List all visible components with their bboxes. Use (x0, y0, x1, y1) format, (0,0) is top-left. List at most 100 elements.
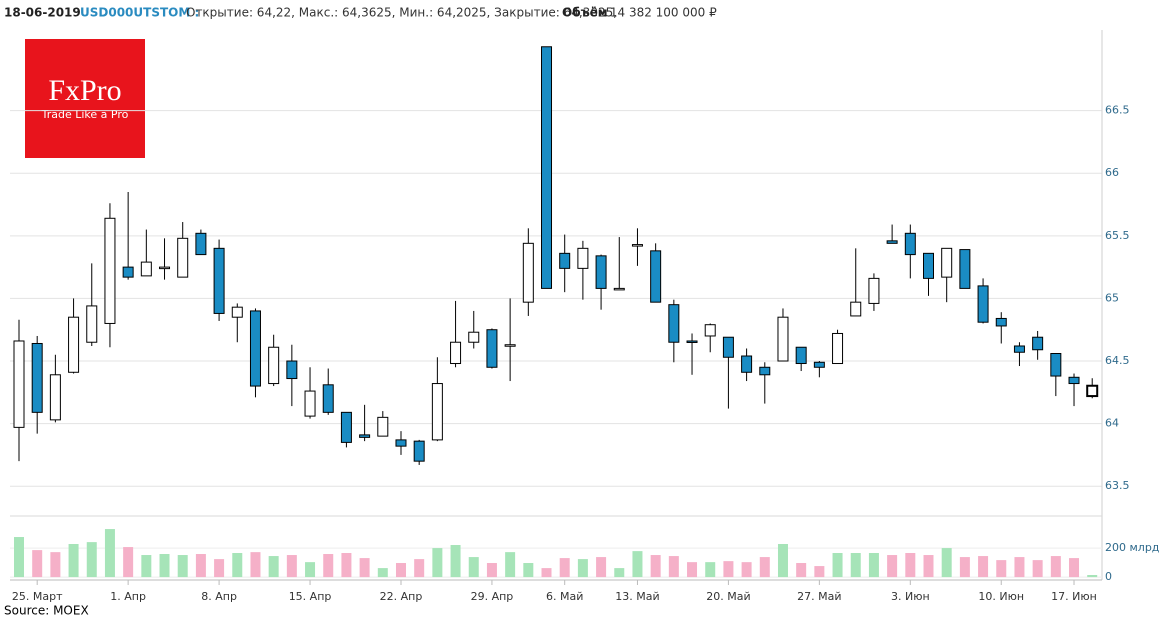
volume-bar (232, 553, 243, 578)
candle-body (686, 340, 698, 343)
candle-body (304, 390, 316, 417)
volume-bar (814, 566, 825, 578)
candle-body (1068, 376, 1080, 385)
volume-bar (32, 550, 43, 578)
volume-bar (850, 553, 861, 578)
x-tick-label: 25. Март (12, 590, 63, 603)
candle-body (559, 252, 571, 269)
candle-body (704, 324, 716, 337)
volume-bar (414, 559, 425, 578)
candle-body (486, 329, 498, 368)
volume-bar (832, 553, 843, 578)
header-volume-label: Объём (562, 6, 608, 20)
candle-body (377, 416, 389, 437)
y-tick-label: 65 (1105, 291, 1119, 304)
volume-bar (614, 568, 625, 578)
volume-bar (50, 552, 61, 578)
volume-bar (505, 552, 516, 578)
candle-body (195, 232, 207, 256)
volume-bar (286, 555, 297, 578)
volume-bar (668, 556, 679, 578)
candle-body (68, 316, 80, 373)
volume-bar (159, 554, 170, 578)
candle-body (795, 346, 807, 365)
logo-slogan: Trade Like a Pro (41, 108, 129, 121)
volume-tick-label: 200 млрд (1105, 541, 1160, 554)
candle-body (286, 360, 298, 380)
volume-bar (468, 557, 479, 578)
volume-bar (796, 563, 807, 578)
candle-body (249, 310, 261, 387)
candle-body (104, 217, 116, 324)
volume-bar (941, 548, 952, 578)
candle-body (1013, 345, 1025, 353)
volume-bar (559, 558, 570, 578)
volume-bar (141, 555, 152, 578)
candle-body (340, 411, 352, 443)
volume-bar (723, 561, 734, 578)
volume-bar (705, 562, 716, 578)
candle-body (431, 383, 443, 441)
candle-body (1086, 384, 1099, 398)
volume-bar (868, 553, 879, 578)
x-tick-label: 8. Апр (201, 590, 237, 603)
volume-bar (1087, 575, 1098, 578)
volume-bar (923, 555, 934, 578)
candle-body (359, 434, 371, 438)
candle-body (868, 277, 880, 304)
header-volume: : 14 382 100 000 ₽ (602, 6, 717, 20)
volume-bar (359, 558, 370, 578)
candle-body (759, 366, 771, 376)
candle-body (741, 355, 753, 373)
candle-body (86, 305, 98, 343)
volume-bar (177, 555, 188, 578)
volume-bar (959, 557, 970, 578)
candle-body (541, 46, 553, 289)
volume-bar (1069, 558, 1080, 578)
candle-body (995, 317, 1007, 327)
volume-bar (214, 559, 225, 578)
x-tick-label: 29. Апр (471, 590, 514, 603)
candle-body (832, 332, 844, 365)
candle-body (413, 440, 425, 462)
volume-tick-label: 0 (1105, 570, 1112, 583)
volume-bar (123, 547, 134, 578)
volume-bar (395, 563, 406, 578)
x-tick-label: 3. Июн (891, 590, 930, 603)
candle-body (140, 261, 152, 277)
candle-body (122, 266, 134, 278)
volume-bar (104, 529, 115, 578)
candle-body (650, 250, 662, 303)
volume-bar (377, 568, 388, 578)
candle-body (268, 346, 280, 385)
volume-bar (523, 563, 534, 578)
volume-bar (14, 537, 24, 578)
source: Source: MOEX (4, 604, 89, 618)
volume-bar (305, 562, 316, 578)
volume-bar (996, 560, 1007, 578)
header-quote: Открытие: 64,22, Макс.: 64,3625, Мин.: 6… (186, 6, 617, 20)
x-tick-label: 1. Апр (110, 590, 146, 603)
header-ticker: USD000UTSTOM : (80, 6, 199, 20)
volume-bar (195, 554, 206, 578)
candle-body (577, 247, 589, 269)
volume-bar (650, 555, 661, 578)
candle-body (231, 306, 243, 318)
x-tick-label: 22. Апр (380, 590, 423, 603)
candle-body (213, 247, 225, 314)
logo-name: FxPro (48, 74, 121, 107)
candle-body (941, 247, 953, 278)
volume-bar (68, 544, 79, 578)
y-tick-label: 64 (1105, 417, 1119, 430)
volume-bar (341, 553, 352, 578)
volume-bar (1032, 560, 1043, 578)
volume-bar (432, 548, 443, 578)
volume-bar (541, 568, 552, 578)
candle-body (450, 341, 462, 365)
candle-body (668, 304, 680, 343)
volume-bar (777, 544, 788, 578)
volume-bar (1050, 556, 1061, 578)
candle-body (613, 287, 625, 291)
